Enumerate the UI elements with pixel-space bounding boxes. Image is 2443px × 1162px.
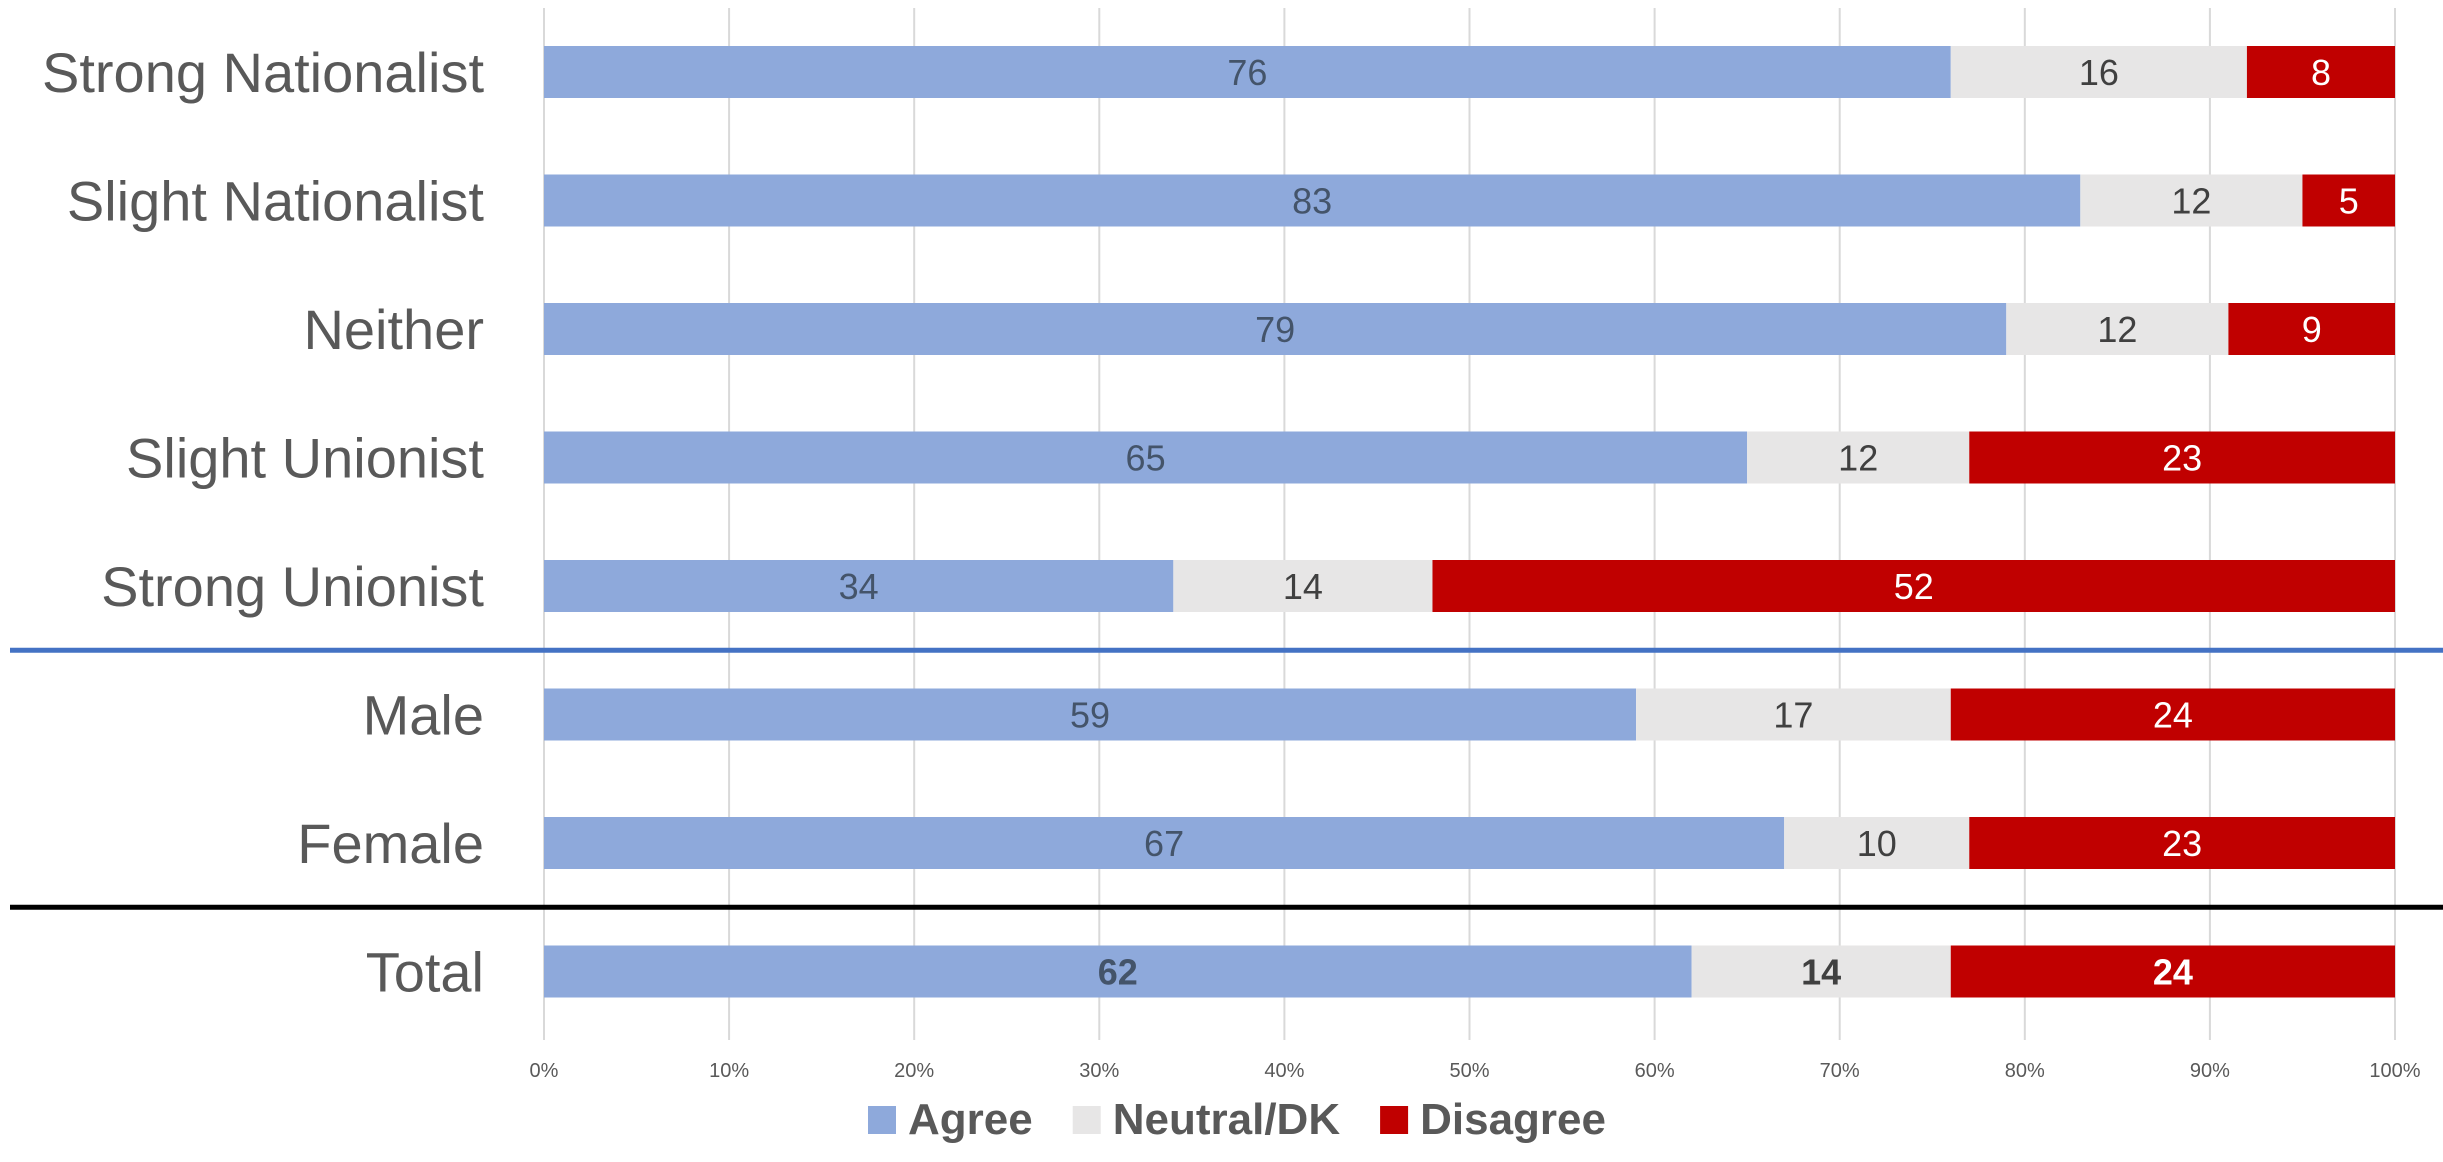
legend-label-disagree: Disagree bbox=[1420, 1095, 1606, 1144]
data-label-neutral-dk-slight-nationalist: 12 bbox=[2171, 181, 2211, 222]
x-tick-label: 40% bbox=[1264, 1060, 1304, 1082]
bar-neutral-dk-slight-nationalist bbox=[2080, 174, 2303, 227]
data-label-disagree-strong-unionist: 52 bbox=[1894, 566, 1934, 607]
legend-swatch-disagree bbox=[1380, 1106, 1409, 1134]
data-label-disagree-strong-nationalist: 8 bbox=[2311, 52, 2331, 93]
legend-label-agree: Agree bbox=[908, 1095, 1033, 1144]
x-tick-label: 70% bbox=[1820, 1060, 1860, 1082]
bar-agree-strong-nationalist bbox=[544, 46, 1951, 98]
bar-disagree-slight-unionist bbox=[1969, 431, 2395, 484]
bar-agree-total bbox=[544, 945, 1692, 998]
data-label-agree-female: 67 bbox=[1144, 823, 1184, 864]
bar-agree-female bbox=[544, 817, 1785, 869]
x-tick-label: 10% bbox=[709, 1060, 749, 1082]
bar-disagree-female bbox=[1969, 817, 2395, 869]
x-tick-label: 0% bbox=[530, 1060, 559, 1082]
data-label-agree-slight-unionist: 65 bbox=[1126, 438, 1166, 479]
bar-disagree-neither bbox=[2228, 303, 2395, 355]
bar-neutral-dk-female bbox=[1784, 817, 1970, 869]
category-label-strong-unionist: Strong Unionist bbox=[101, 555, 484, 618]
category-label-total: Total bbox=[366, 941, 484, 1004]
data-label-agree-total: 62 bbox=[1098, 952, 1138, 993]
bar-neutral-dk-total bbox=[1691, 945, 1951, 998]
bar-agree-strong-unionist bbox=[544, 560, 1174, 612]
data-label-disagree-slight-nationalist: 5 bbox=[2339, 181, 2359, 222]
data-label-agree-strong-unionist: 34 bbox=[839, 566, 879, 607]
category-label-female: Female bbox=[297, 812, 484, 875]
data-label-agree-strong-nationalist: 76 bbox=[1227, 52, 1267, 93]
data-label-disagree-total: 24 bbox=[2153, 952, 2193, 993]
bar-neutral-dk-neither bbox=[2006, 303, 2229, 355]
bar-agree-slight-unionist bbox=[544, 431, 1748, 484]
data-label-agree-neither: 79 bbox=[1255, 309, 1295, 350]
x-tick-label: 80% bbox=[2005, 1060, 2045, 1082]
data-label-neutral-dk-female: 10 bbox=[1857, 823, 1897, 864]
bar-neutral-dk-slight-unionist bbox=[1747, 431, 1970, 484]
data-label-disagree-neither: 9 bbox=[2302, 309, 2322, 350]
legend-swatch-agree bbox=[868, 1106, 896, 1134]
data-label-neutral-dk-slight-unionist: 12 bbox=[1838, 438, 1878, 479]
bar-agree-male bbox=[544, 688, 1637, 741]
bar-disagree-strong-unionist bbox=[1432, 560, 2395, 612]
legend-label-neutral-dk: Neutral/DK bbox=[1113, 1095, 1341, 1144]
data-label-disagree-female: 23 bbox=[2162, 823, 2202, 864]
x-tick-label: 30% bbox=[1079, 1060, 1119, 1082]
x-tick-label: 100% bbox=[2369, 1060, 2420, 1082]
bar-neutral-dk-strong-unionist bbox=[1173, 560, 1433, 612]
data-label-disagree-slight-unionist: 23 bbox=[2162, 438, 2202, 479]
category-label-neither: Neither bbox=[303, 298, 484, 361]
data-label-agree-slight-nationalist: 83 bbox=[1292, 181, 1332, 222]
x-tick-label: 50% bbox=[1449, 1060, 1489, 1082]
data-label-neutral-dk-strong-nationalist: 16 bbox=[2079, 52, 2119, 93]
data-label-agree-male: 59 bbox=[1070, 695, 1110, 736]
category-label-male: Male bbox=[363, 684, 484, 747]
bar-disagree-total bbox=[1950, 945, 2395, 998]
legend-swatch-neutral-dk bbox=[1072, 1106, 1101, 1134]
category-label-strong-nationalist: Strong Nationalist bbox=[42, 41, 484, 104]
category-label-slight-nationalist: Slight Nationalist bbox=[67, 170, 485, 233]
bar-neutral-dk-strong-nationalist bbox=[1950, 46, 2247, 98]
data-label-neutral-dk-neither: 12 bbox=[2097, 309, 2137, 350]
category-label-slight-unionist: Slight Unionist bbox=[126, 427, 484, 490]
data-label-neutral-dk-male: 17 bbox=[1773, 695, 1813, 736]
data-label-neutral-dk-total: 14 bbox=[1801, 952, 1841, 993]
bar-disagree-strong-nationalist bbox=[2246, 46, 2395, 98]
data-label-disagree-male: 24 bbox=[2153, 695, 2193, 736]
bar-disagree-slight-nationalist bbox=[2302, 174, 2395, 227]
data-label-neutral-dk-strong-unionist: 14 bbox=[1283, 566, 1323, 607]
x-tick-label: 60% bbox=[1635, 1060, 1675, 1082]
bar-neutral-dk-male bbox=[1636, 688, 1951, 741]
bar-agree-neither bbox=[544, 303, 2007, 355]
bar-agree-slight-nationalist bbox=[544, 174, 2081, 227]
bar-disagree-male bbox=[1950, 688, 2395, 741]
x-tick-label: 20% bbox=[894, 1060, 934, 1082]
x-tick-label: 90% bbox=[2190, 1060, 2230, 1082]
